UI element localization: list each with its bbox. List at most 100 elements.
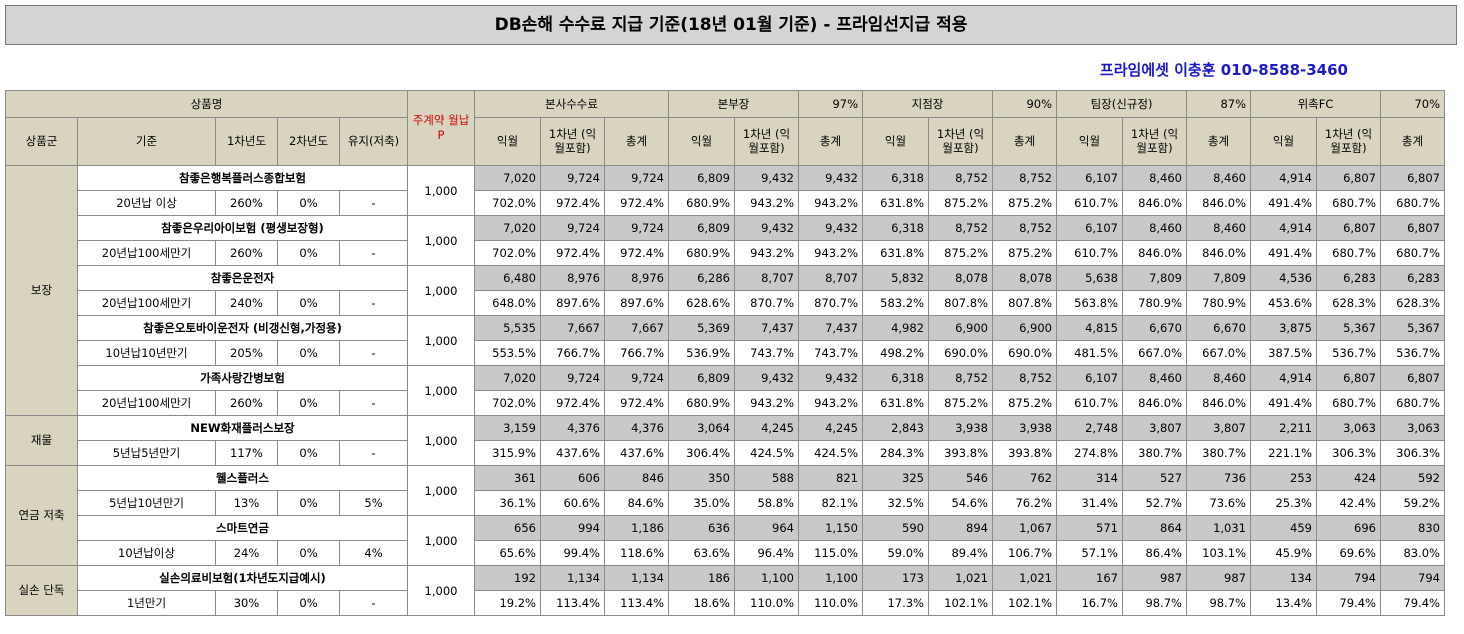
commission-amount: 4,914	[1250, 365, 1317, 391]
table-row: 10년납이상 24% 0% 4% 65.6% 99.4% 118.6% 63.6% 96.4% 1…	[6, 540, 1445, 566]
commission-amount: 4,245	[734, 415, 799, 441]
commission-rate: 972.4%	[540, 390, 605, 416]
commission-rate: 680.7%	[1316, 240, 1381, 266]
commission-rate: 393.8%	[992, 440, 1057, 466]
maintain-value: -	[339, 240, 408, 266]
commission-rate: 437.6%	[604, 440, 669, 466]
table-row: 20년납 이상 260% 0% -702.0% 972.4% 972.4% 680.9% 94…	[6, 190, 1445, 216]
group-header: 상품군	[5, 117, 78, 166]
commission-rate: 16.7%	[1056, 590, 1123, 616]
commission-amount: 5,638	[1056, 265, 1123, 291]
commission-amount: 8,460	[1186, 365, 1251, 391]
commission-rate: 42.4%	[1316, 490, 1381, 516]
commission-rate: 680.7%	[1316, 190, 1381, 216]
commission-rate: 453.6%	[1250, 290, 1317, 316]
commission-rate: 690.0%	[992, 340, 1057, 366]
commission-rate: 86.4%	[1122, 540, 1187, 566]
commission-rate: 106.7%	[992, 540, 1057, 566]
commission-amount: 9,432	[798, 365, 863, 391]
total-header: 총계	[1186, 117, 1251, 166]
commission-amount: 6,318	[862, 165, 929, 191]
year2-value: 0%	[277, 390, 340, 416]
commission-amount: 134	[1250, 565, 1317, 591]
commission-rate: 76.2%	[992, 490, 1057, 516]
commission-amount: 314	[1056, 465, 1123, 491]
year2-value: 0%	[277, 440, 340, 466]
commission-amount: 6,480	[474, 265, 541, 291]
year1-value: 117%	[215, 440, 278, 466]
commission-amount: 4,815	[1056, 315, 1123, 341]
commission-rate: 680.9%	[668, 240, 735, 266]
basis-value: 20년납100세만기	[77, 390, 216, 416]
commission-amount: 2,748	[1056, 415, 1123, 441]
commission-amount: 1,021	[992, 565, 1057, 591]
commission-rate: 35.0%	[668, 490, 735, 516]
premium-value: 1,000	[407, 565, 475, 616]
commission-amount: 361	[474, 465, 541, 491]
year1-value: 205%	[215, 340, 278, 366]
commission-rate: 58.8%	[734, 490, 799, 516]
commission-rate: 424.5%	[734, 440, 799, 466]
commission-amount: 656	[474, 515, 541, 541]
commission-rate: 98.7%	[1186, 590, 1251, 616]
commission-amount: 7,020	[474, 365, 541, 391]
header-row-1: 상품명 주계약 월납P 본사수수료 본부장 97% 지점장 90% 팀장(신규정…	[5, 90, 1445, 166]
commission-rate: 846.0%	[1186, 240, 1251, 266]
commission-amount: 8,752	[992, 365, 1057, 391]
commission-rate: 563.8%	[1056, 290, 1123, 316]
commission-rate: 536.7%	[1380, 340, 1445, 366]
commission-amount: 4,914	[1250, 165, 1317, 191]
commission-amount: 4,982	[862, 315, 929, 341]
commission-rate: 648.0%	[474, 290, 541, 316]
commission-rate: 103.1%	[1186, 540, 1251, 566]
commission-amount: 4,376	[604, 415, 669, 441]
commission-rate: 84.6%	[604, 490, 669, 516]
commission-amount: 350	[668, 465, 735, 491]
commission-rate: 897.6%	[540, 290, 605, 316]
commission-amount: 5,369	[668, 315, 735, 341]
commission-amount: 4,376	[540, 415, 605, 441]
first-year-header: 1차년 (익월포함)	[540, 117, 605, 166]
commission-rate: 25.3%	[1250, 490, 1317, 516]
commission-amount: 7,809	[1122, 265, 1187, 291]
table-row: 재물 NEW화재플러스보장 1,000 3,159 4,376 4,376 3,064 4,2…	[5, 415, 1445, 466]
commission-rate: 972.4%	[604, 240, 669, 266]
table-row: 5년납5년만기 117% 0% -315.9% 437.6% 437.6% 306.4% 42…	[6, 440, 1445, 466]
commission-amount: 6,807	[1380, 215, 1445, 241]
commission-amount: 6,807	[1380, 365, 1445, 391]
commission-rate: 31.4%	[1056, 490, 1123, 516]
commission-rate: 65.6%	[474, 540, 541, 566]
commission-amount: 8,752	[992, 215, 1057, 241]
commission-rate: 315.9%	[474, 440, 541, 466]
commission-rate: 943.2%	[798, 190, 863, 216]
commission-amount: 9,724	[540, 365, 605, 391]
product-name: 가족사랑간병보험	[77, 365, 408, 391]
commission-amount: 8,707	[734, 265, 799, 291]
maintain-value: 4%	[339, 540, 408, 566]
commission-rate: 113.4%	[604, 590, 669, 616]
commission-amount: 7,667	[604, 315, 669, 341]
premium-value: 1,000	[407, 315, 475, 366]
commission-amount: 167	[1056, 565, 1123, 591]
commission-rate: 118.6%	[604, 540, 669, 566]
commission-rate: 743.7%	[734, 340, 799, 366]
commission-rate: 69.6%	[1316, 540, 1381, 566]
table-row: 1년만기 30% 0% -19.2% 113.4% 113.4% 18.6% 110.0% 11…	[6, 590, 1445, 616]
commission-rate: 702.0%	[474, 390, 541, 416]
commission-amount: 5,535	[474, 315, 541, 341]
year1-value: 260%	[215, 190, 278, 216]
commission-amount: 1,021	[928, 565, 993, 591]
commission-amount: 1,134	[540, 565, 605, 591]
maintain-value: 5%	[339, 490, 408, 516]
commission-rate: 870.7%	[734, 290, 799, 316]
commission-rate: 680.9%	[668, 390, 735, 416]
commission-rate: 780.9%	[1122, 290, 1187, 316]
table-row: 가족사랑간병보험 1,000 7,020 9,724 9,724 6,809 9,432 9,…	[6, 365, 1445, 416]
year2-value: 0%	[277, 490, 340, 516]
commission-amount: 571	[1056, 515, 1123, 541]
commission-rate: 73.6%	[1186, 490, 1251, 516]
commission-amount: 3,807	[1122, 415, 1187, 441]
year1-value: 260%	[215, 240, 278, 266]
year1-value: 13%	[215, 490, 278, 516]
commission-amount: 3,938	[992, 415, 1057, 441]
